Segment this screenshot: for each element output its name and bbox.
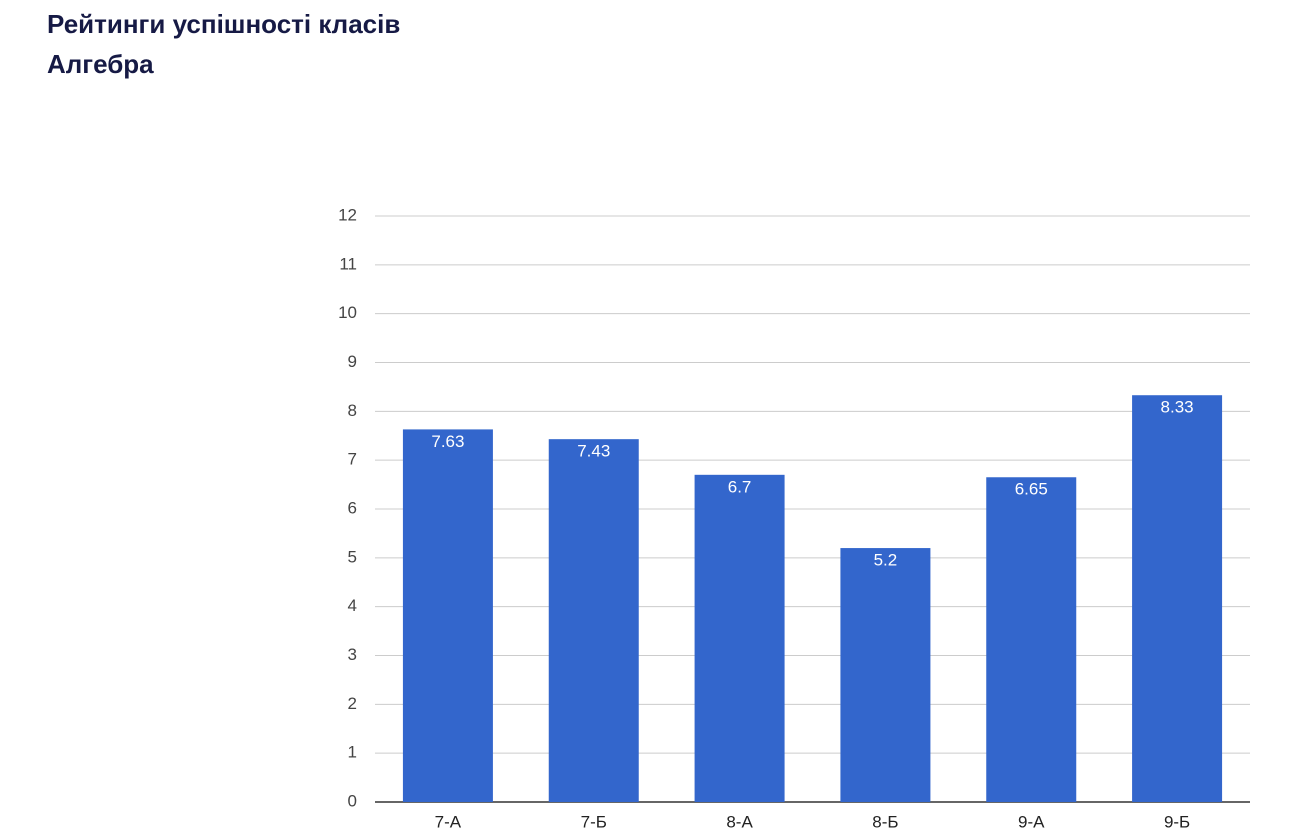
data-label: 5.2 [874,551,898,570]
bar [548,439,639,802]
bar [402,429,493,802]
y-tick-label: 12 [338,205,357,224]
y-tick-label: 9 [348,352,357,371]
y-tick-label: 1 [348,743,357,762]
data-label: 6.7 [728,477,752,496]
data-label: 6.65 [1015,480,1048,499]
y-tick-label: 4 [348,596,357,615]
x-tick-label: 8-Б [872,812,898,831]
chart-subtitle: Алгебра [47,49,154,79]
x-tick-label: 9-Б [1164,812,1190,831]
y-tick-label: 0 [348,791,357,810]
data-label: 8.33 [1161,398,1194,417]
bar [840,548,931,802]
y-tick-label: 7 [348,450,357,469]
y-tick-label: 3 [348,645,357,664]
y-tick-label: 6 [348,498,357,517]
data-label: 7.43 [577,442,610,461]
x-tick-label: 8-А [726,812,753,831]
x-tick-label: 7-А [435,812,462,831]
bar [1132,395,1223,802]
y-tick-label: 10 [338,303,357,322]
x-tick-label: 7-Б [581,812,607,831]
y-tick-label: 2 [348,694,357,713]
header: Рейтинги успішності класів Алгебра [47,4,400,84]
x-tick-label: 9-А [1018,812,1045,831]
y-tick-label: 5 [348,547,357,566]
chart-title: Рейтинги успішності класів [47,9,401,39]
y-tick-label: 11 [339,254,357,273]
bar [986,477,1077,802]
y-tick-label: 8 [348,401,357,420]
bar [694,474,785,802]
data-label: 7.63 [431,432,464,451]
